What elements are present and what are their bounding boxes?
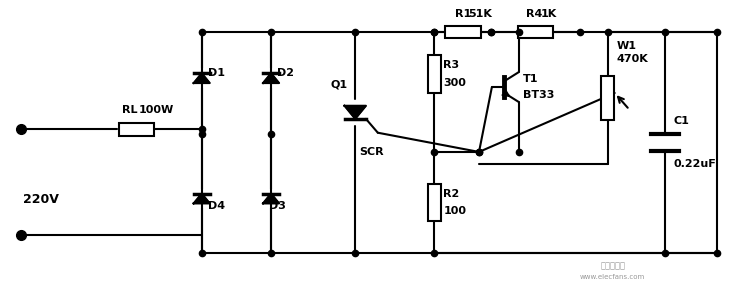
Text: 470K: 470K	[617, 54, 649, 64]
Text: 51K: 51K	[469, 9, 492, 19]
Text: 300: 300	[443, 78, 467, 88]
Text: C1: C1	[673, 116, 689, 126]
Text: 100W: 100W	[138, 105, 174, 115]
Bar	[428, 184, 441, 221]
Text: RL: RL	[122, 105, 138, 115]
Text: BT33: BT33	[522, 90, 554, 100]
Text: T1: T1	[522, 74, 538, 84]
Polygon shape	[263, 73, 279, 83]
Text: D2: D2	[277, 68, 294, 78]
Text: D3: D3	[269, 201, 286, 211]
Text: 220V: 220V	[23, 193, 60, 206]
Bar	[428, 55, 441, 93]
Text: W1: W1	[617, 41, 636, 51]
Polygon shape	[194, 73, 210, 83]
Text: 0.22uF: 0.22uF	[673, 159, 716, 169]
Text: 100: 100	[443, 206, 467, 216]
Text: R3: R3	[443, 60, 460, 70]
Text: R1: R1	[455, 9, 471, 19]
Text: R4: R4	[525, 9, 542, 19]
Text: D4: D4	[208, 201, 225, 211]
Polygon shape	[344, 106, 366, 119]
Text: R2: R2	[443, 188, 460, 199]
Text: 1K: 1K	[541, 9, 556, 19]
Text: SCR: SCR	[359, 147, 384, 157]
Bar	[445, 26, 480, 38]
Text: Q1: Q1	[331, 79, 347, 90]
Bar	[119, 123, 154, 136]
Text: www.elecfans.com: www.elecfans.com	[580, 274, 646, 280]
Polygon shape	[194, 194, 210, 203]
Text: D1: D1	[208, 68, 225, 78]
Polygon shape	[263, 194, 279, 203]
Bar	[601, 76, 615, 120]
Text: 电子发烧友: 电子发烧友	[600, 261, 625, 270]
Bar	[518, 26, 553, 38]
